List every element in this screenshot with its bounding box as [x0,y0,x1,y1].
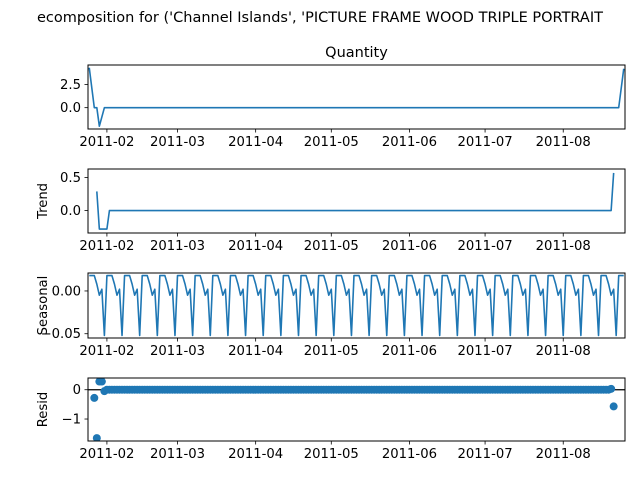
panel-frame [87,64,626,130]
x-tick-label: 2011-07 [458,135,513,150]
x-tick-label: 2011-07 [458,447,513,462]
y-tick-label: −0.05 [41,327,81,342]
x-tick-label: 2011-08 [536,239,591,254]
series-line-trend [96,172,615,230]
y-tick-label: 0.5 [60,171,81,186]
x-tick-label: 2011-07 [458,344,513,359]
x-tick-label: 2011-03 [150,135,205,150]
y-axis-label: Resid [36,392,51,428]
x-tick-label: 2011-05 [304,135,359,150]
x-tick-label: 2011-06 [382,135,437,150]
x-tick-label: 2011-06 [382,239,437,254]
x-tick-label: 2011-04 [228,344,283,359]
y-tick-label: 2.5 [60,78,81,93]
panel-frame [87,377,626,442]
x-tick-label: 2011-06 [382,447,437,462]
y-axis-label: Seasonal [36,276,51,336]
x-tick-label: 2011-08 [536,344,591,359]
plot-area [96,172,615,230]
x-tick-label: 2011-03 [150,447,205,462]
x-tick-label: 2011-08 [536,135,591,150]
x-tick-label: 2011-02 [79,447,134,462]
x-tick-label: 2011-03 [150,344,205,359]
plot-area [88,378,625,441]
chart-title: ecomposition for ('Channel Islands', 'PI… [37,10,603,26]
x-tick-label: 2011-05 [304,447,359,462]
x-tick-label: 2011-02 [79,135,134,150]
resid-point [97,378,106,386]
x-tick-label: 2011-04 [228,239,283,254]
x-tick-label: 2011-05 [304,239,359,254]
y-tick-label: 0 [73,383,81,398]
y-tick-label: 0.00 [52,284,81,299]
panel-frame [87,272,626,339]
x-tick-label: 2011-04 [228,447,283,462]
plot-area [88,67,625,128]
y-tick-label: 0.0 [60,204,81,219]
x-tick-label: 2011-03 [150,239,205,254]
y-tick-label: 0.0 [60,101,81,116]
x-tick-label: 2011-06 [382,344,437,359]
plot-area [89,274,624,337]
series-line-observed [88,67,625,128]
panel-trend: Trend 0.0 0.5 2011-02 2011-03 2011-04 2011-05 2… [36,168,626,254]
resid-point [607,384,616,393]
y-axis-label: Trend [36,183,51,220]
resid-point [92,434,101,441]
panel-subtitle: Quantity [325,45,388,61]
x-tick-label: 2011-04 [228,135,283,150]
resid-point [609,402,618,411]
panel-frame [87,168,626,234]
series-line-seasonal [89,274,624,337]
panel-resid: Resid −1 0 2011-02 2011-03 2011-04 2011-05 2011… [36,377,626,462]
x-tick-label: 2011-07 [458,239,513,254]
x-tick-label: 2011-08 [536,447,591,462]
panel-observed: Quantity 0.0 2.5 2011-02 2011-03 2011-04 2011-… [60,45,626,150]
panel-seasonal: Seasonal−0.05 0.00 2011-02 2011-03 2011-04 20… [36,272,626,359]
resid-point [90,393,99,402]
x-tick-label: 2011-02 [79,239,134,254]
x-tick-label: 2011-05 [304,344,359,359]
x-tick-label: 2011-02 [79,344,134,359]
y-tick-label: −1 [62,413,81,428]
panels-group: Quantity 0.0 2.5 2011-02 2011-03 2011-04 2011-… [36,45,626,462]
